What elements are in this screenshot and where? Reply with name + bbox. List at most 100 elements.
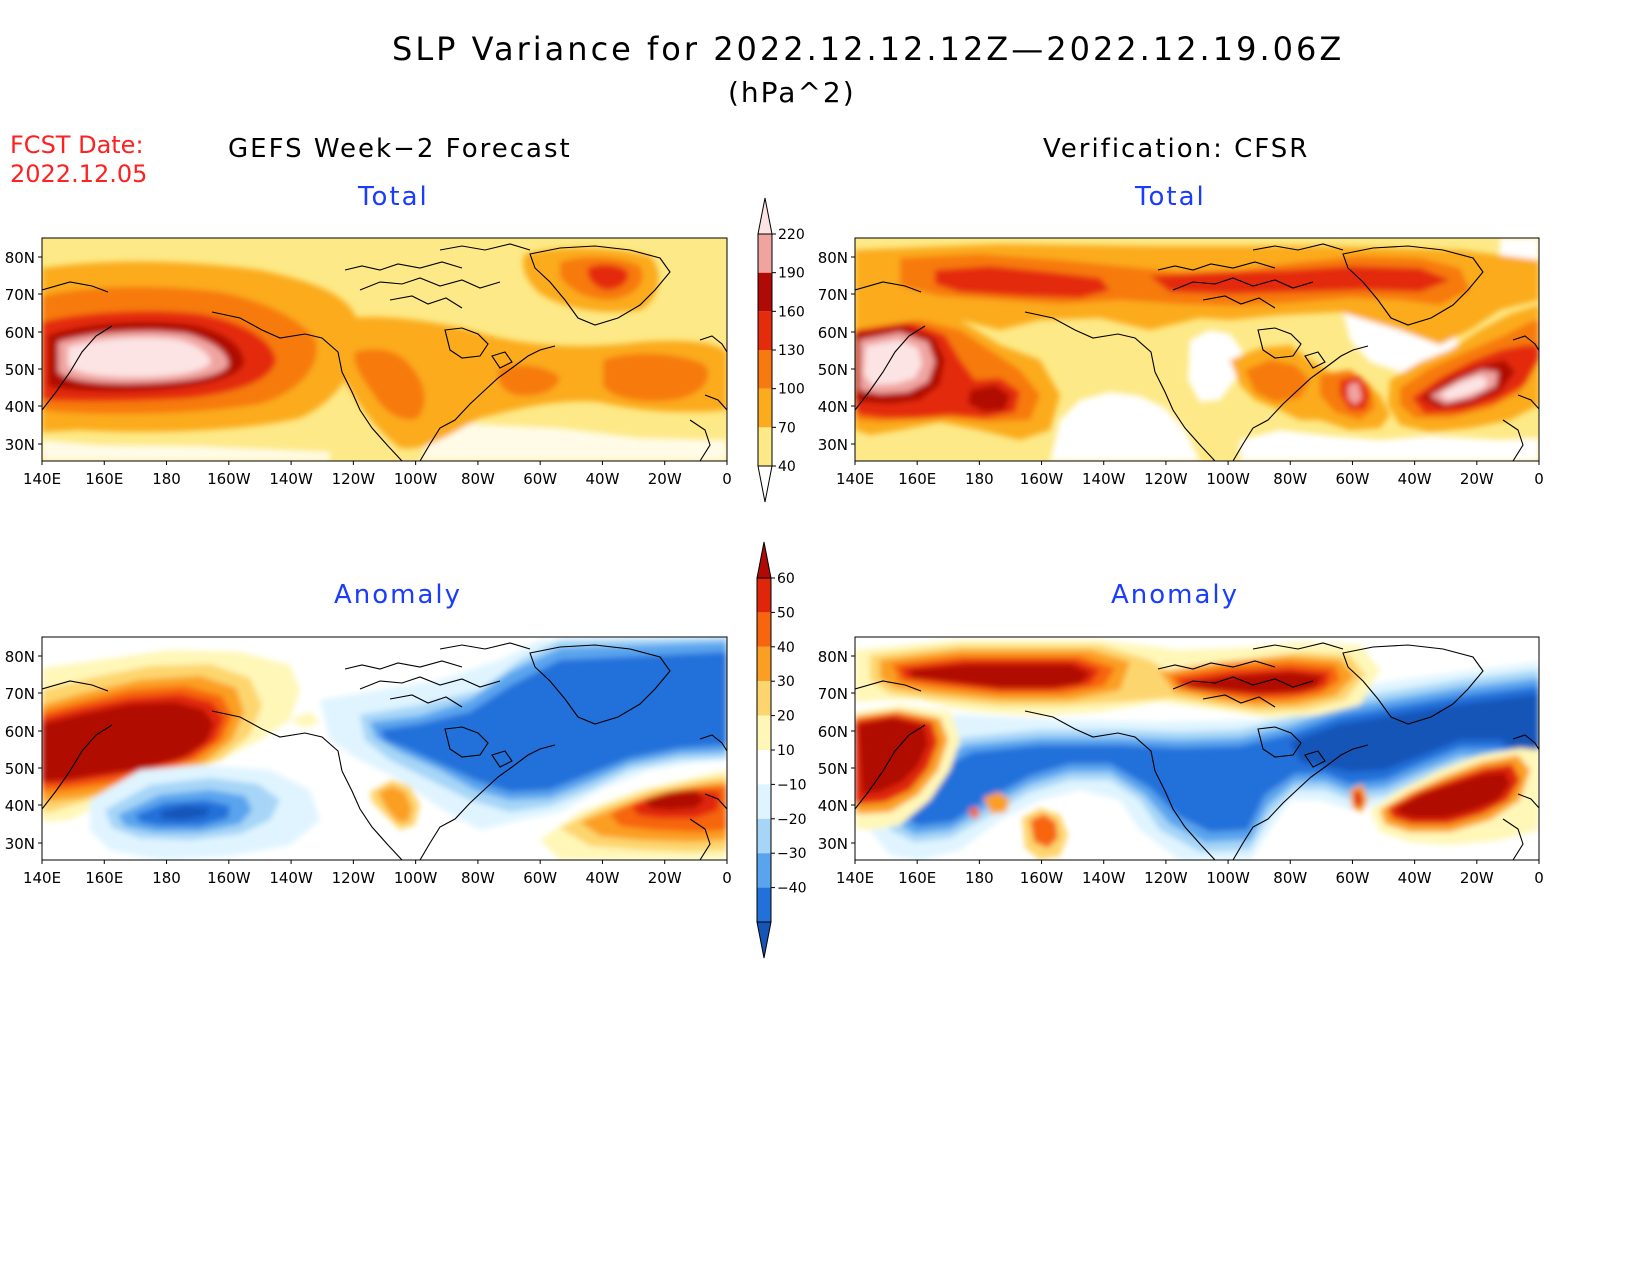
gefs-total-map — [42, 238, 727, 461]
lon-label: 120W — [332, 470, 376, 488]
contour-fill — [1185, 672, 1322, 693]
map-axes: 80N 70N 60N 50N 40N 30N 140E 160E 180 160W 140W 120… — [5, 249, 1544, 887]
lat-label: 40N — [818, 398, 848, 416]
map-frame — [41, 636, 728, 861]
lon-label: 160E — [85, 470, 123, 488]
colorbar-swatch — [758, 388, 772, 428]
bottom-right-panel-title: Anomaly — [1111, 580, 1240, 610]
gefs-anomaly-map — [42, 637, 727, 860]
lat-label: 50N — [818, 361, 848, 379]
colorbar-cap — [757, 465, 773, 503]
contour-fill — [1348, 382, 1362, 405]
colorbar-cap — [756, 541, 772, 579]
contour-fill — [603, 353, 709, 402]
lon-label: 80W — [1273, 470, 1307, 488]
lat-label: 80N — [818, 249, 848, 267]
lon-label: 0 — [722, 470, 732, 488]
lon-label: 80W — [1273, 869, 1307, 887]
contour-fill — [968, 385, 1010, 412]
contour-fill — [935, 266, 1110, 298]
lat-label: 80N — [818, 648, 848, 666]
contour-fill — [968, 806, 980, 820]
lon-label: 40W — [585, 869, 619, 887]
map-frame — [854, 636, 1540, 861]
lat-label: 40N — [818, 797, 848, 815]
colorbar-swatch — [758, 350, 772, 389]
contour-fill — [1030, 814, 1058, 848]
colorbar-label: 40 — [777, 640, 795, 656]
lon-label: 60W — [523, 869, 557, 887]
colorbar-label: 60 — [777, 571, 795, 587]
lon-label: 40W — [1398, 470, 1432, 488]
lon-label: 160E — [898, 869, 936, 887]
contour-fill — [1050, 392, 1200, 461]
contour-fill — [645, 790, 705, 810]
lat-label: 30N — [5, 835, 35, 853]
cfsr-total-map — [855, 238, 1539, 461]
colorbar-label: 40 — [778, 459, 796, 475]
colorbar-swatch — [757, 818, 771, 854]
lat-label: 40N — [5, 398, 35, 416]
lat-label: 70N — [818, 685, 848, 703]
colorbar-swatch — [757, 784, 771, 819]
contour-fill — [1188, 330, 1242, 402]
lon-label: 120W — [1144, 470, 1188, 488]
contour-fill — [378, 786, 412, 822]
contour-fill — [1440, 376, 1488, 400]
colorbar-label: −40 — [777, 881, 807, 897]
colorbar-swatch — [757, 612, 771, 647]
contour-fill — [420, 424, 727, 461]
lon-label: 140W — [269, 869, 313, 887]
lon-label: 160W — [1020, 470, 1064, 488]
lon-label: 160W — [207, 470, 251, 488]
colorbar-label: −10 — [777, 777, 807, 793]
fcst-date-value: 2022.12.05 — [10, 160, 148, 188]
colorbar-label: 160 — [778, 304, 805, 320]
colorbar-swatch — [757, 887, 771, 922]
lon-label: 60W — [1335, 869, 1369, 887]
contour-fill — [1150, 266, 1450, 294]
left-column-title: GEFS Week−2 Forecast — [228, 134, 572, 164]
lat-label: 80N — [5, 648, 35, 666]
colorbar-label: 10 — [777, 743, 795, 759]
colorbar-label: 100 — [778, 382, 805, 398]
fcst-date-label: FCST Date: — [10, 131, 144, 159]
lon-label: 140W — [1082, 869, 1126, 887]
lon-label: 120W — [332, 869, 376, 887]
contour-fill — [290, 712, 320, 728]
lon-label: 20W — [1460, 869, 1494, 887]
lon-label: 180 — [965, 470, 994, 488]
lat-label: 30N — [5, 436, 35, 454]
contour-fill — [498, 365, 560, 396]
colorbar-swatch — [758, 311, 772, 350]
cfsr-anomaly-map — [855, 637, 1539, 860]
lon-label: 100W — [1206, 869, 1250, 887]
lon-label: 100W — [1206, 470, 1250, 488]
coastlines — [855, 642, 1539, 860]
lon-label: 0 — [1534, 869, 1544, 887]
lat-label: 70N — [5, 685, 35, 703]
map-frame — [854, 237, 1540, 462]
anomaly-colorbar: 60 50 40 30 20 10 −10 −20 −30 −40 — [756, 541, 807, 959]
lat-label: 50N — [5, 760, 35, 778]
lon-label: 100W — [394, 470, 438, 488]
lon-label: 140E — [23, 869, 61, 887]
lon-label: 160W — [207, 869, 251, 887]
contour-fill — [864, 340, 922, 385]
colorbar-label: −30 — [777, 846, 807, 862]
lon-label: 20W — [648, 470, 682, 488]
lon-label: 0 — [1534, 470, 1544, 488]
lon-label: 40W — [1398, 869, 1432, 887]
contour-fill — [1245, 360, 1310, 402]
lon-label: 140E — [836, 470, 874, 488]
lon-label: 20W — [648, 869, 682, 887]
lon-label: 140W — [269, 470, 313, 488]
colorbar-cap — [757, 197, 773, 235]
contour-fill — [1290, 694, 1539, 772]
lat-label: 60N — [5, 723, 35, 741]
contour-fill — [587, 264, 629, 290]
lon-label: 20W — [1460, 470, 1494, 488]
lon-label: 140E — [836, 869, 874, 887]
contour-fill — [68, 337, 211, 378]
colorbar-swatch — [758, 272, 772, 312]
